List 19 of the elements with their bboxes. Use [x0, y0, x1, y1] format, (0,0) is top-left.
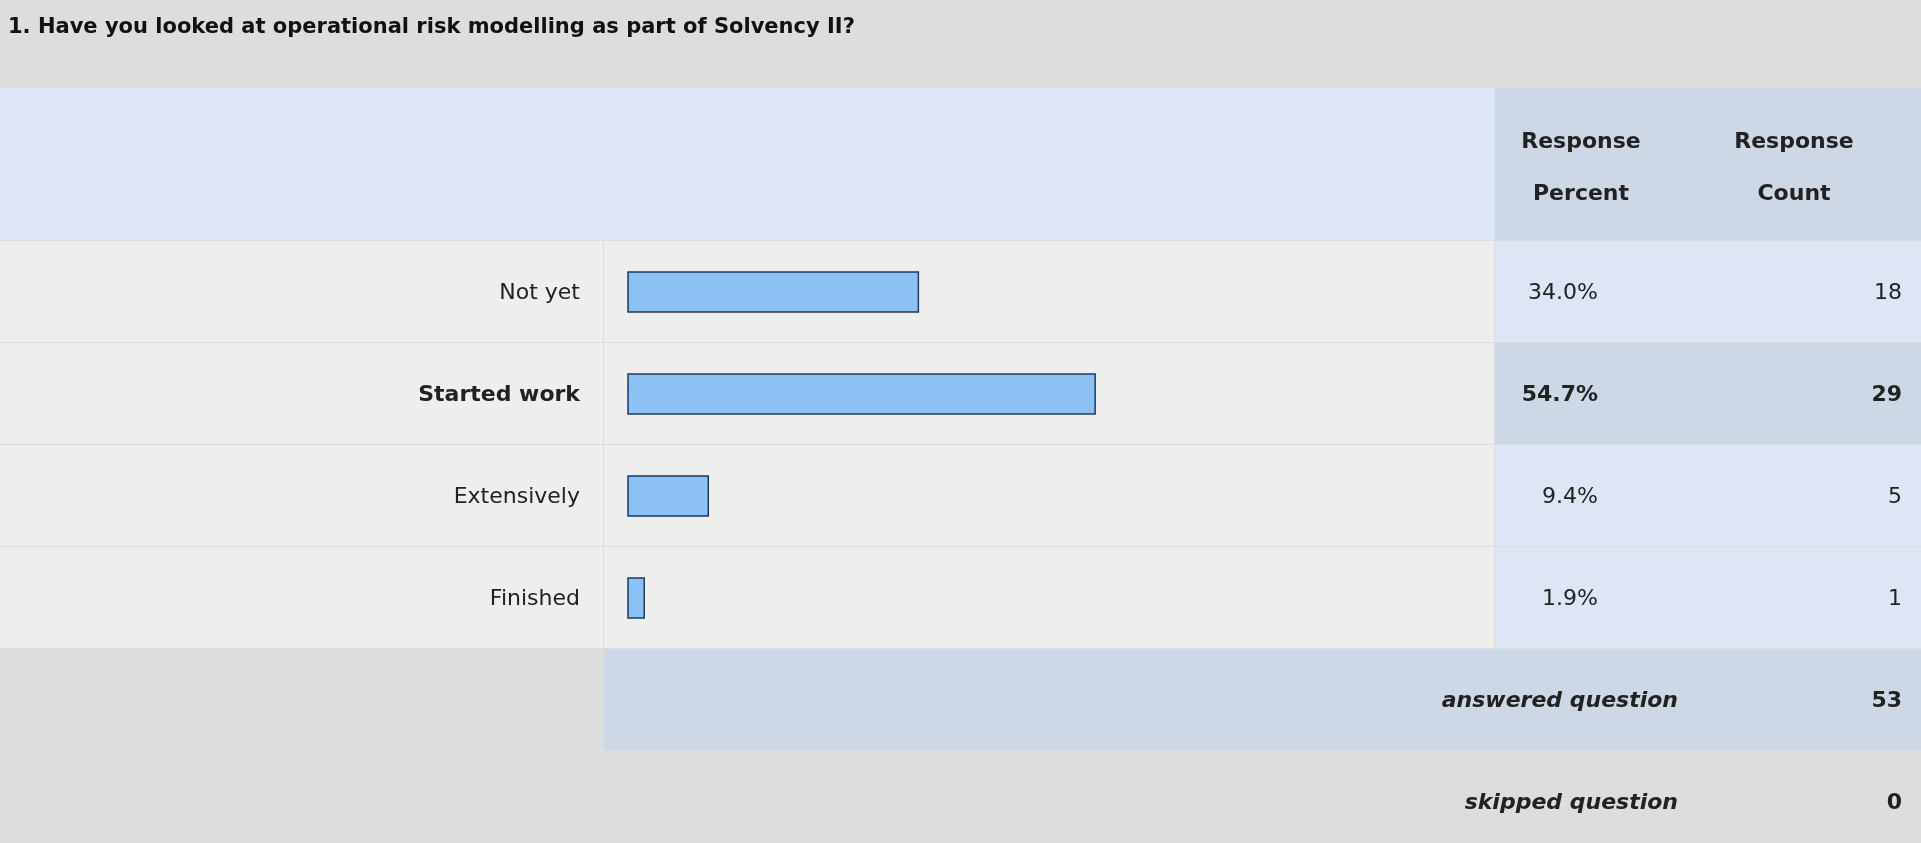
text: skipped question — [1464, 789, 1678, 814]
data-label: 34.0% — [1528, 279, 1598, 304]
text: 53 — [1871, 687, 1902, 712]
text: 1. Have you looked at operational risk modelling as part of Solvency II? — [8, 14, 855, 38]
text: 0 — [1886, 789, 1902, 814]
y-tick-label: Finished — [489, 585, 580, 610]
y-tick-label: Extensively — [453, 483, 580, 508]
data-label: 54.7% — [1521, 381, 1598, 406]
data-label: 1.9% — [1542, 585, 1598, 610]
text: 18 — [1874, 279, 1902, 304]
text: 1 — [1888, 585, 1902, 610]
text: answered question — [1441, 687, 1678, 712]
y-tick-label: Started work — [418, 381, 582, 406]
y-tick-label: Not yet — [499, 279, 581, 304]
text: Response Count — [1734, 127, 1854, 205]
text: 5 — [1888, 483, 1902, 508]
text: 29 — [1871, 381, 1902, 406]
data-label: 9.4% — [1542, 483, 1598, 508]
text: Response Percent — [1521, 127, 1641, 205]
